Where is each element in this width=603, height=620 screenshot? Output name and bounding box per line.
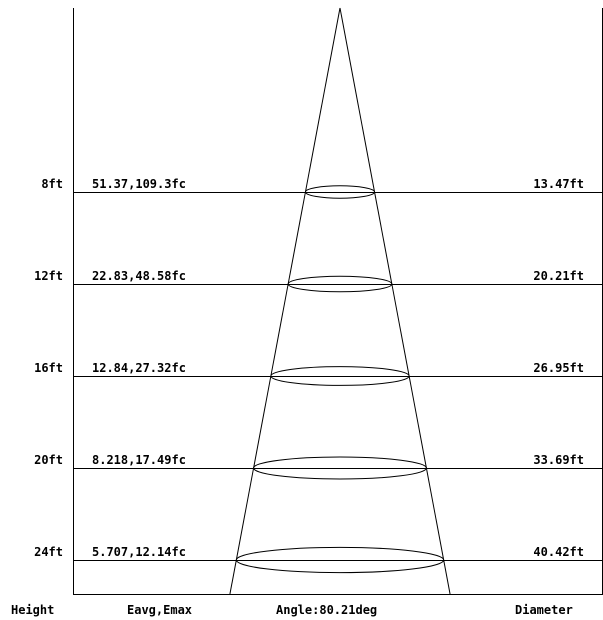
beam-ellipse — [287, 275, 393, 293]
illuminance-label: 8.218,17.49fc — [92, 453, 186, 467]
footer-angle-label: Angle:80.21deg — [276, 603, 377, 617]
illuminance-label: 22.83,48.58fc — [92, 269, 186, 283]
height-label: 20ft — [34, 453, 63, 467]
diameter-label: 20.21ft — [533, 269, 584, 283]
footer-diameter-label: Diameter — [515, 603, 573, 617]
diameter-label: 40.42ft — [533, 545, 584, 559]
height-label: 16ft — [34, 361, 63, 375]
beam-cone-left-edge — [229, 7, 341, 595]
beam-cone-right-edge — [339, 7, 451, 595]
footer-height-label: Height — [11, 603, 54, 617]
footer-illuminance-label: Eavg,Emax — [127, 603, 192, 617]
diameter-label: 13.47ft — [533, 177, 584, 191]
height-label: 8ft — [41, 177, 63, 191]
height-label: 12ft — [34, 269, 63, 283]
height-rows: 8ft 51.37,109.3fc 13.47ft 12ft 22.83,48.58fc… — [34, 177, 603, 574]
beam-ellipse — [270, 366, 410, 386]
illuminance-label: 5.707,12.14fc — [92, 545, 186, 559]
illuminance-label: 12.84,27.32fc — [92, 361, 186, 375]
height-label: 24ft — [34, 545, 63, 559]
beam-ellipse — [304, 185, 376, 199]
beam-ellipse — [253, 456, 427, 480]
beam-ellipse — [235, 546, 445, 574]
diameter-label: 33.69ft — [533, 453, 584, 467]
illuminance-label: 51.37,109.3fc — [92, 177, 186, 191]
diameter-label: 26.95ft — [533, 361, 584, 375]
